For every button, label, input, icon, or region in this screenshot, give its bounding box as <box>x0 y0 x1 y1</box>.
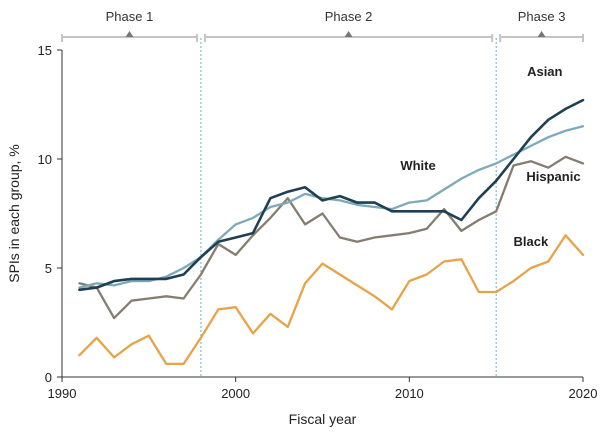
phase-label: Phase 2 <box>325 9 373 24</box>
x-tick-label: 1990 <box>48 386 77 401</box>
phase-marker-triangle <box>537 31 546 37</box>
phase-divider-layer <box>200 38 497 377</box>
series-label-layer: Asian White Hispanic Black <box>400 64 580 249</box>
phase-bracket: Phase 2 <box>203 9 494 42</box>
x-tick-label: 2010 <box>395 386 424 401</box>
series-label-black: Black <box>514 234 549 249</box>
phase-marker-triangle <box>344 31 353 37</box>
y-axis-title: SPIs in each group, % <box>6 144 22 283</box>
series-line-black <box>78 234 585 366</box>
phase-bracket-layer: Phase 1 Phase 2 Phase 3 <box>61 9 584 42</box>
phase-marker-triangle <box>125 31 134 37</box>
x-axis-title: Fiscal year <box>289 411 357 427</box>
y-tick-label: 5 <box>45 261 52 276</box>
series-label-hispanic: Hispanic <box>526 169 580 184</box>
phase-bracket: Phase 1 <box>61 9 198 42</box>
series-layer <box>78 98 585 366</box>
phase-label: Phase 1 <box>106 9 154 24</box>
phase-bracket: Phase 3 <box>499 9 584 42</box>
series-line-asian <box>78 98 585 292</box>
y-tick-label: 0 <box>45 370 52 385</box>
x-tick-label: 2020 <box>569 386 598 401</box>
series-label-asian: Asian <box>527 64 562 79</box>
x-tick-label: 2000 <box>221 386 250 401</box>
tick-layer: 0 5 10 15 1990 2000 2010 2020 <box>38 43 598 401</box>
series-line-white <box>78 125 585 289</box>
axes <box>61 50 583 378</box>
phase-label: Phase 3 <box>518 9 566 24</box>
series-label-white: White <box>400 158 435 173</box>
series-line-hispanic <box>78 155 585 320</box>
y-tick-label: 10 <box>38 152 52 167</box>
y-tick-label: 15 <box>38 43 52 58</box>
